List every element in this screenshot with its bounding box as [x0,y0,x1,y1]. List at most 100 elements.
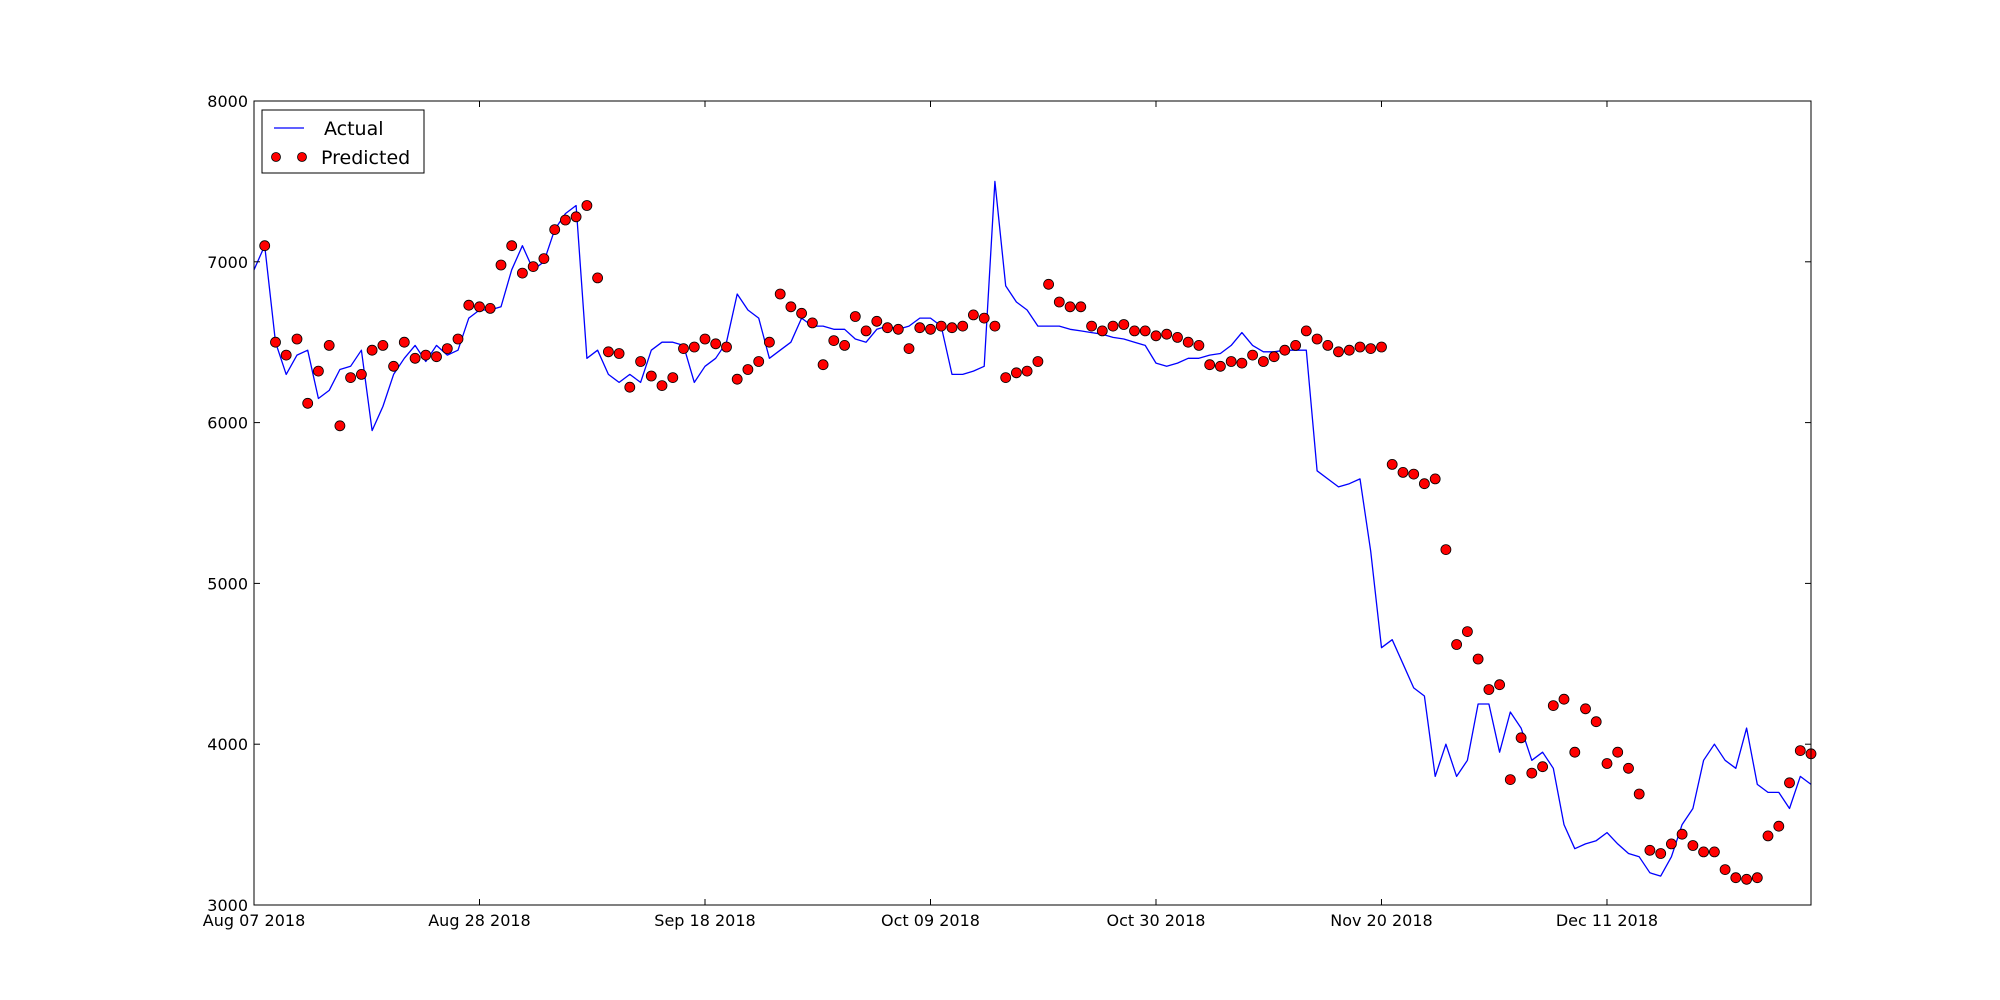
predicted-point [527,261,539,273]
y-tick-label: 6000 [207,414,248,433]
predicted-point [334,420,346,432]
predicted-point [1333,346,1344,358]
predicted-point [1118,319,1130,330]
predicted-point [355,368,367,380]
predicted-point [1279,344,1291,356]
predicted-point [688,341,700,353]
x-tick-label: Sep 18 2018 [654,911,755,930]
predicted-point [678,343,689,355]
predicted-point [1462,626,1473,637]
predicted-point [409,352,421,364]
predicted-point [1225,356,1237,367]
predicted-point [1011,367,1022,379]
y-tick-label: 7000 [207,253,248,272]
predicted-point [935,320,947,332]
predicted-point [1472,653,1484,665]
predicted-point [1408,468,1420,480]
predicted-point [377,339,389,351]
predicted-point [1709,846,1720,858]
legend: Actual Predicted [261,109,425,174]
predicted-point [1623,762,1634,774]
predicted-point [302,397,314,409]
predicted-point [1139,325,1151,337]
predicted-point [1075,301,1087,313]
predicted-point [989,320,1001,332]
predicted-point [560,214,571,226]
predicted-point [1537,761,1548,773]
predicted-point [1612,746,1624,758]
predicted-point [1376,341,1387,353]
actual-series-line [253,180,1812,877]
predicted-point [270,336,281,348]
predicted-point [1741,873,1752,885]
predicted-point [1633,788,1645,800]
x-tick-label: Oct 09 2018 [881,911,980,930]
predicted-point [1215,360,1226,372]
predicted-point [291,333,303,345]
predicted-point [968,309,979,321]
predicted-point [1526,767,1538,779]
predicted-point [1064,301,1076,313]
predicted-point [1547,700,1559,711]
predicted-point [323,339,335,351]
predicted-point [774,288,786,300]
predicted-point [742,364,754,375]
predicted-point [721,341,732,353]
predicted-point [903,343,915,355]
predicted-point [420,349,432,361]
predicted-point [1751,872,1763,884]
predicted-point [1655,848,1667,859]
predicted-point [892,323,904,335]
predicted-point [1784,777,1795,789]
predicted-point [645,370,657,382]
predicted-point [484,302,496,314]
y-tick-label: 3000 [207,896,248,915]
predicted-point [914,322,926,334]
predicted-point [345,372,357,384]
predicted-point [538,253,550,265]
predicted-point [613,348,625,359]
predicted-point [978,312,990,324]
predicted-point [957,320,969,332]
actual-series [253,180,1812,877]
predicted-point [710,338,722,350]
predicted-point [366,344,378,356]
predicted-point [441,343,453,355]
predicted-point [635,356,646,367]
predicted-point [839,339,850,351]
predicted-point [1429,473,1441,485]
predicted-point [1504,774,1516,785]
legend-actual-label: Actual [324,118,384,140]
predicted-point [946,322,958,334]
predicted-point [474,301,485,313]
predicted-point [1032,356,1044,367]
x-tick-label: Nov 20 2018 [1330,911,1432,930]
axes-frame [253,100,1812,906]
predicted-point [1730,872,1742,884]
x-tick-label: Dec 11 2018 [1556,911,1658,930]
predicted-point [1258,356,1269,367]
predicted-point [1086,320,1097,332]
predicted-point [764,336,775,348]
predicted-point [1247,349,1258,361]
predicted-point [753,356,765,367]
predicted-point [925,323,936,335]
x-tick-label: Aug 07 2018 [203,911,306,930]
predicted-point [1419,478,1430,490]
predicted-point [1182,336,1194,348]
predicted-point [667,372,679,384]
predicted-point [882,322,893,334]
predicted-point [1440,544,1452,555]
predicted-point [1290,339,1301,351]
predicted-point [828,335,840,347]
predicted-point [1666,838,1677,850]
predicted-point [1043,278,1054,290]
predicted-point [452,333,464,345]
predicted-point [603,346,614,358]
predicted-point [1451,639,1462,650]
predicted-point [1365,343,1377,355]
predicted-point [1590,716,1602,728]
predicted-point [517,267,528,279]
predicted-point [624,381,636,393]
predicted-point [1483,684,1495,695]
